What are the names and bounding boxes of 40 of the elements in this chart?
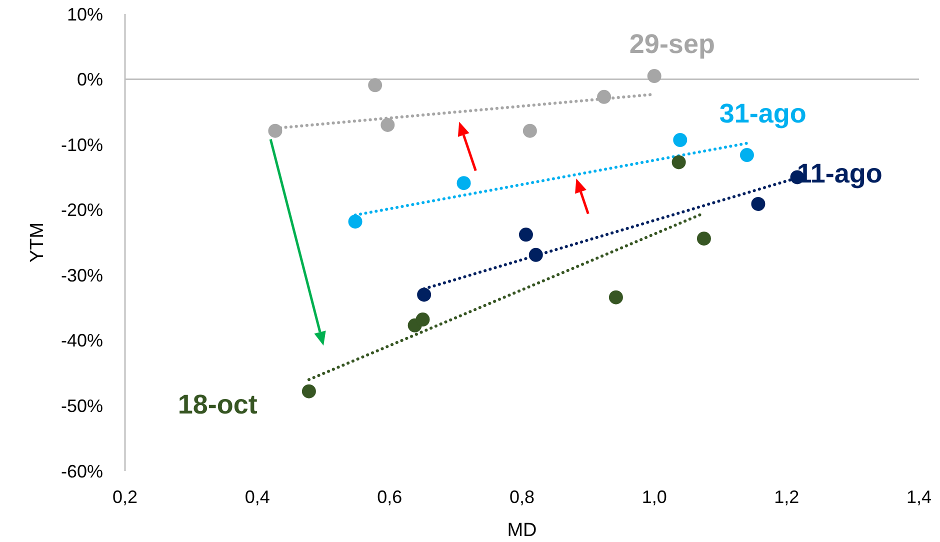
x-tick-label: 0,6	[377, 487, 402, 507]
y-axis-title: YTM	[27, 222, 48, 263]
point	[518, 228, 533, 242]
point	[751, 196, 766, 211]
point	[597, 90, 612, 104]
y-tick-label: -30%	[60, 265, 103, 286]
point	[348, 214, 362, 229]
point	[302, 384, 316, 398]
y-tick-label: -60%	[60, 461, 103, 482]
point	[672, 155, 686, 170]
series-label: 29-sep	[629, 29, 715, 60]
point	[416, 312, 430, 327]
series-label: 18-oct	[178, 390, 258, 420]
point	[740, 148, 754, 162]
y-tick-label: -10%	[60, 134, 103, 155]
x-tick-label: 0,2	[112, 487, 138, 507]
x-tick-label: 0,4	[244, 487, 270, 507]
point	[673, 133, 688, 147]
x-axis-title: MD	[507, 520, 537, 541]
y-tick-label: -40%	[60, 330, 103, 351]
y-tick-label: 0%	[76, 70, 103, 90]
point	[368, 78, 382, 92]
point	[380, 118, 395, 132]
series-label: 11-ago	[796, 158, 882, 188]
x-tick-label: 1,4	[906, 487, 932, 507]
x-tick-label: 0,8	[509, 487, 535, 507]
y-tick-label: 10%	[66, 4, 103, 24]
y-tick-label: -20%	[60, 200, 103, 220]
point	[696, 232, 711, 246]
point	[456, 176, 471, 190]
point	[608, 290, 623, 304]
series-label: 31-ago	[719, 98, 806, 128]
point	[417, 288, 432, 302]
point	[522, 124, 537, 138]
x-tick-label: 1,2	[774, 487, 800, 507]
point	[268, 124, 282, 138]
x-tick-label: 1,0	[642, 487, 667, 507]
point	[528, 248, 543, 262]
y-tick-label: -50%	[60, 396, 103, 416]
point	[647, 69, 662, 84]
